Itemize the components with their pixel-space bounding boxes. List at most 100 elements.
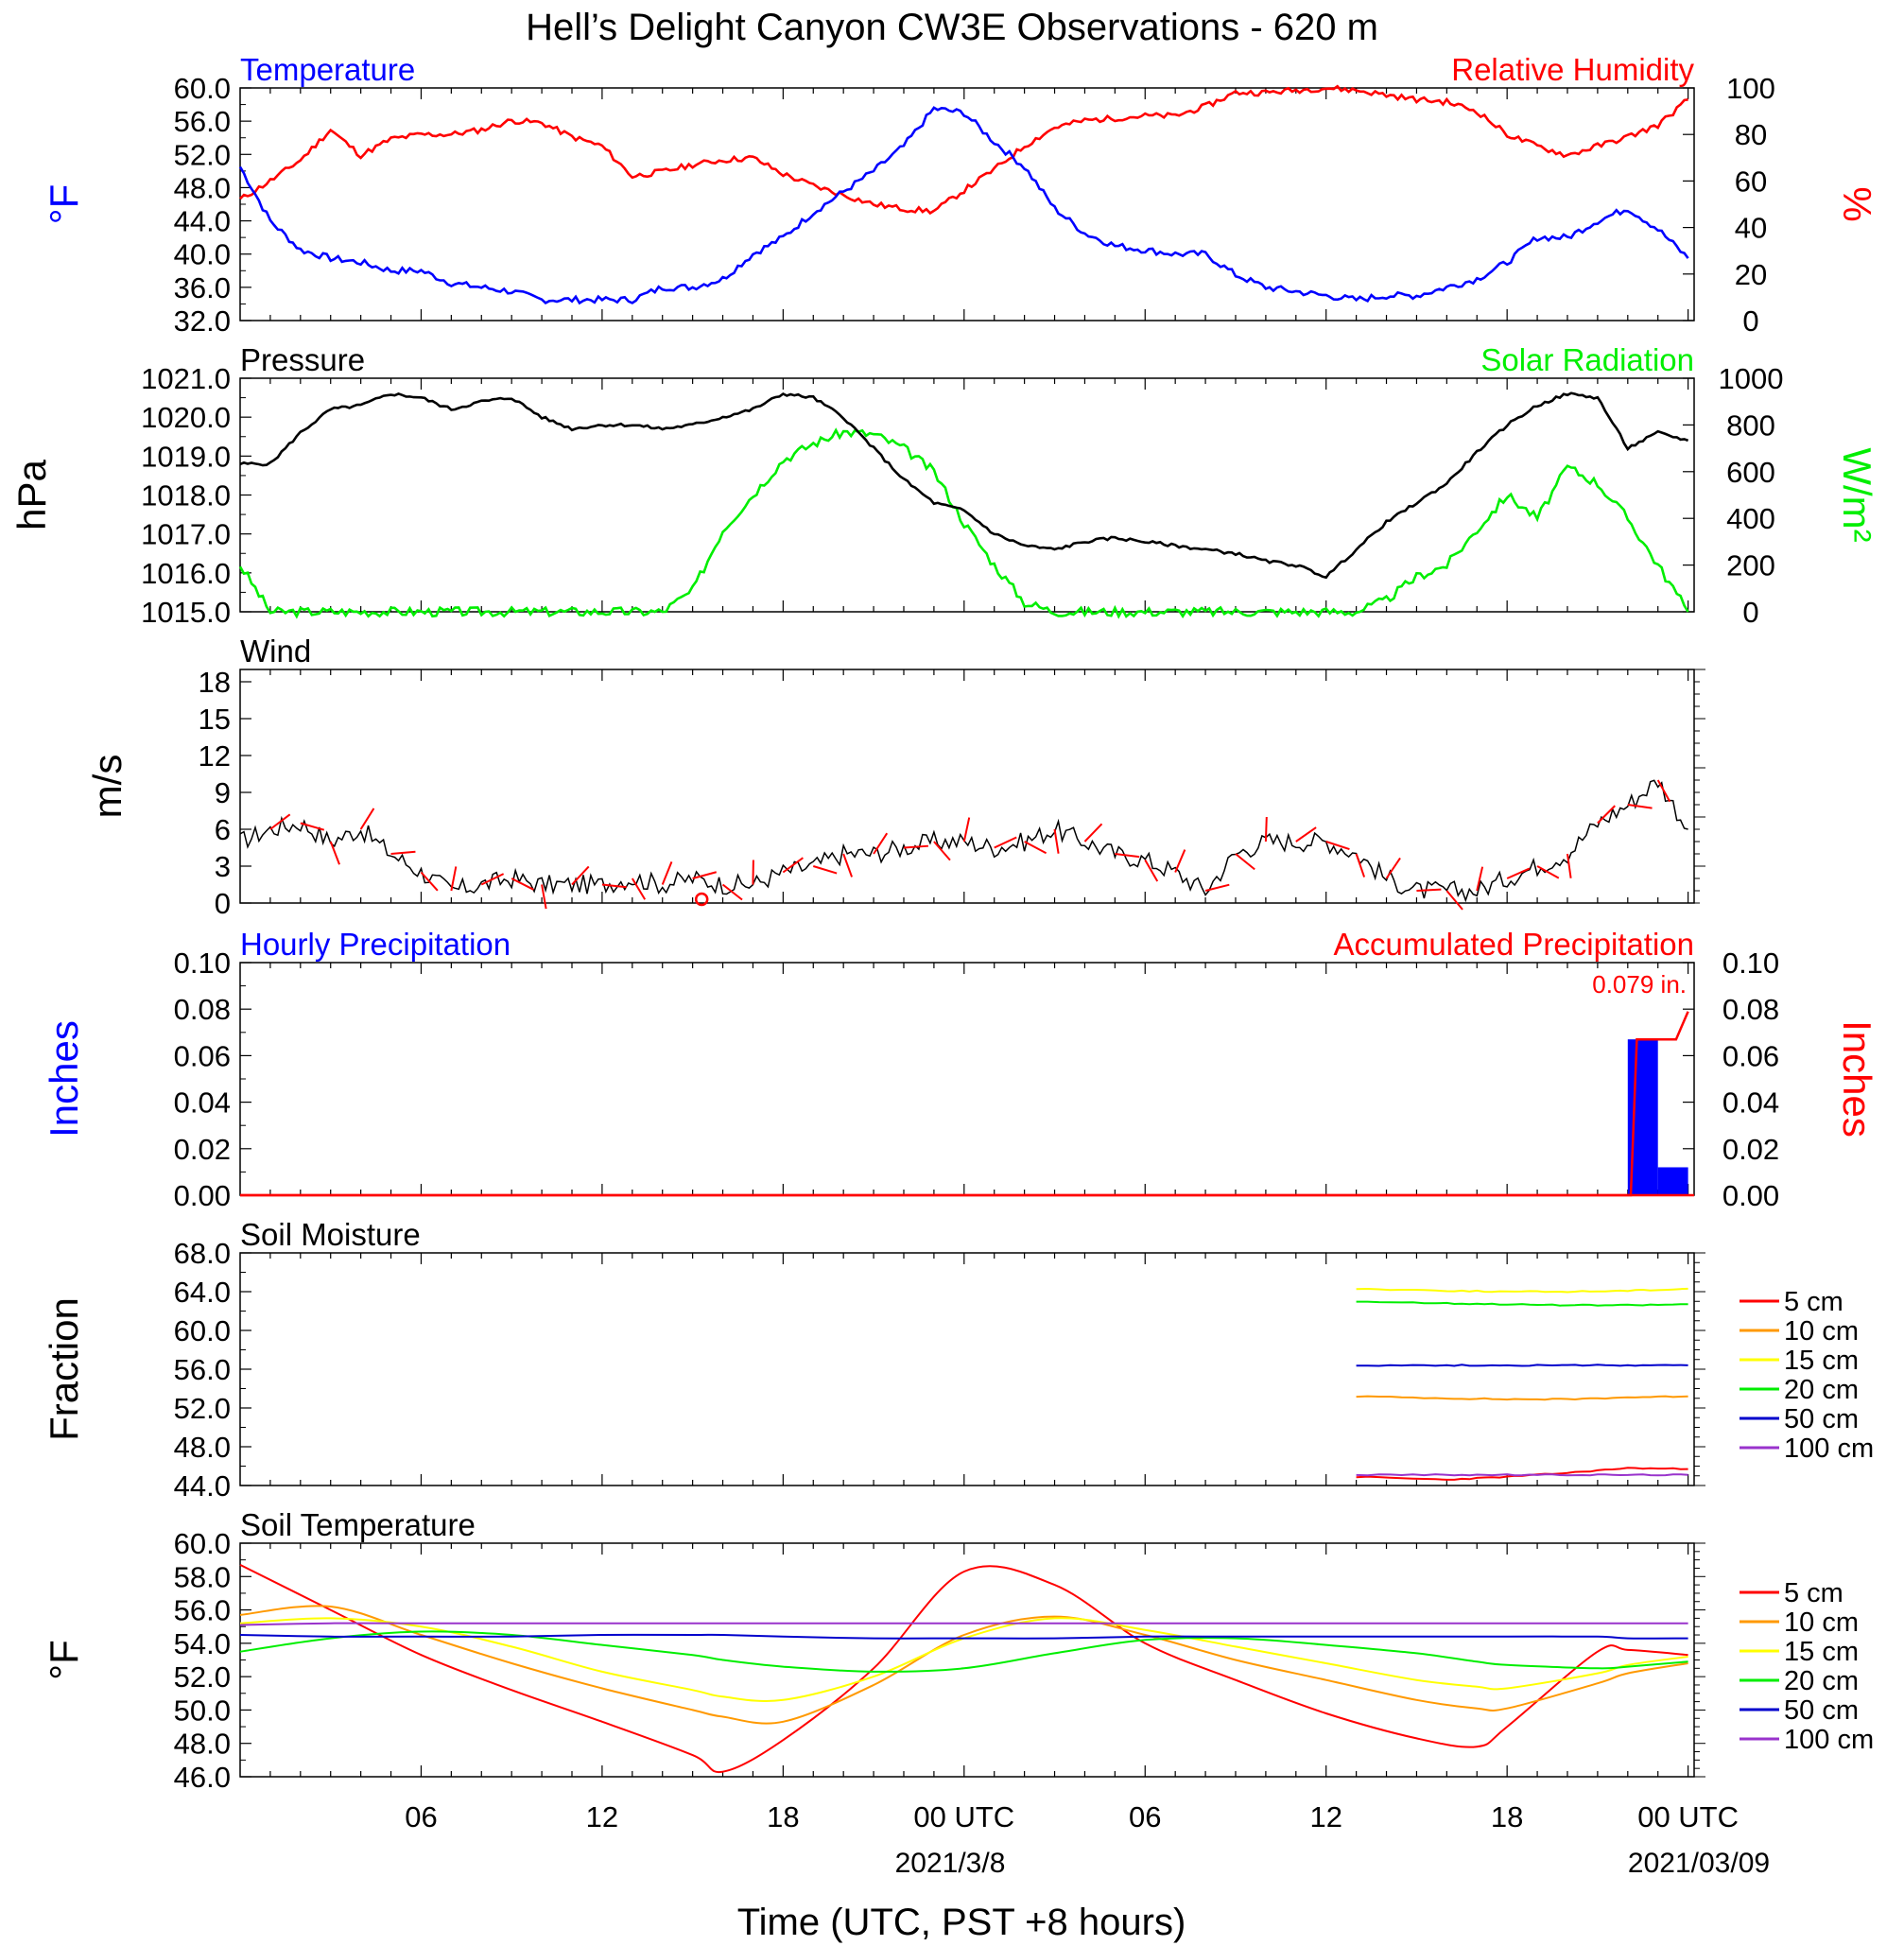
legend-label: 10 cm: [1784, 1316, 1859, 1347]
x-tick-label: 12: [1309, 1800, 1341, 1833]
y-tick-label: 54.0: [174, 1627, 231, 1660]
y-tick-label: 68.0: [174, 1237, 231, 1270]
wind-barb: [1053, 828, 1060, 854]
wind-barb: [1325, 841, 1350, 850]
y-tick-label-right: 20: [1735, 258, 1767, 291]
y-tick-label: 3: [215, 850, 231, 883]
panel-frame-1: [239, 87, 1695, 321]
legend-label: 100 cm: [1784, 1433, 1874, 1464]
y-tick-label-right: 100: [1726, 72, 1775, 105]
soil-series-line-100cm: [239, 1622, 1688, 1626]
y-tick-label: 32.0: [174, 304, 231, 338]
y-tick-label: 50.0: [174, 1694, 231, 1727]
panel-frame-4: [239, 962, 1695, 1196]
y-tick-label-right: 80: [1735, 118, 1767, 151]
soil-series-line-15cm: [1356, 1287, 1688, 1294]
legend-label: 15 cm: [1784, 1637, 1859, 1667]
wind-barb: [1083, 823, 1103, 843]
wind-barb: [812, 865, 838, 875]
panel-frame-6: [239, 1542, 1695, 1778]
panel-frame-3: [239, 669, 1695, 904]
wind-barb: [1204, 883, 1230, 892]
solar-ylabel: W/m²: [1835, 447, 1879, 542]
y-tick-label: 0.00: [174, 1179, 231, 1212]
temperature-series-line: [238, 106, 1689, 305]
y-tick-label: 1019.0: [141, 440, 231, 473]
wind-barb: [1355, 853, 1366, 877]
x-tick-label: 06: [1129, 1800, 1161, 1833]
legend-label: 100 cm: [1784, 1725, 1874, 1755]
y-tick-label-right: 400: [1726, 502, 1775, 535]
legend-label: 50 cm: [1784, 1404, 1859, 1434]
accumulated-precip-line: [240, 1011, 1689, 1197]
pressure-title: Pressure: [240, 342, 365, 377]
y-tick-label: 56.0: [174, 1353, 231, 1386]
y-tick-label: 0.04: [174, 1086, 231, 1120]
y-tick-label: 0.08: [174, 993, 231, 1026]
legend-label: 10 cm: [1784, 1607, 1859, 1638]
y-tick-label: 9: [215, 776, 231, 809]
wind-barb: [359, 808, 375, 830]
wind-barb: [1235, 853, 1255, 871]
y-tick-label-right: 600: [1726, 456, 1775, 489]
calm-wind-marker: [694, 892, 709, 907]
y-tick-label-right: 0.08: [1722, 993, 1779, 1026]
y-tick-label-right: 200: [1726, 549, 1775, 582]
y-tick-label-right: 800: [1726, 408, 1775, 442]
hourly-precip-title: Hourly Precipitation: [240, 927, 511, 962]
y-tick-label: 1020.0: [141, 401, 231, 434]
x-tick-label: 18: [767, 1800, 799, 1833]
wind-barb: [511, 877, 534, 891]
y-tick-label: 0: [215, 887, 231, 920]
wind-barb: [1024, 841, 1047, 855]
y-tick-label: 52.0: [174, 138, 231, 171]
soil-series-line-100cm: [1356, 1473, 1688, 1477]
soil-series-line-20cm: [1356, 1300, 1688, 1307]
wind-barb: [1597, 805, 1616, 825]
y-tick-label: 64.0: [174, 1276, 231, 1309]
y-tick-label: 56.0: [174, 105, 231, 138]
y-tick-label: 56.0: [174, 1594, 231, 1627]
wind-barb: [541, 884, 547, 910]
y-tick-label: 1018.0: [141, 479, 231, 513]
wind-barb: [1627, 804, 1653, 809]
soil-series-line-50cm: [239, 1633, 1688, 1640]
wind-barb: [962, 817, 971, 843]
soil-panel-ylabel: Fraction: [42, 1297, 86, 1441]
y-tick-label: 60.0: [174, 1314, 231, 1347]
y-tick-label: 46.0: [174, 1761, 231, 1794]
y-tick-label: 52.0: [174, 1392, 231, 1425]
solar-title: Solar Radiation: [1480, 342, 1694, 377]
precip-total-annotation: 0.079 in.: [1592, 970, 1687, 999]
y-tick-label: 48.0: [174, 1431, 231, 1464]
y-tick-label-right: 40: [1735, 212, 1767, 245]
wind-barb: [269, 813, 291, 830]
x-tick-label: 18: [1491, 1800, 1523, 1833]
x-tick-label: 00 UTC: [1637, 1800, 1739, 1833]
temperature-ylabel: °F: [42, 184, 86, 224]
accum-precip-title: Accumulated Precipitation: [1333, 927, 1694, 962]
rh-series-line: [239, 84, 1688, 216]
wind-ylabel: m/s: [85, 755, 130, 819]
x-tick-label: 00 UTC: [913, 1800, 1014, 1833]
y-tick-label: 18: [199, 666, 231, 699]
wind-barb: [420, 871, 439, 892]
y-tick-label-right: 0: [1742, 304, 1758, 338]
wind-barb: [1536, 865, 1560, 879]
y-tick-label: 12: [199, 739, 231, 773]
y-tick-label-right: 0.06: [1722, 1039, 1779, 1072]
hourly-precip-ylabel: Inches: [42, 1020, 86, 1138]
y-tick-label: 1015.0: [141, 596, 231, 629]
soil-panel-title: Soil Moisture: [240, 1217, 421, 1252]
y-tick-label: 58.0: [174, 1560, 231, 1593]
wind-barb: [1295, 826, 1317, 843]
y-tick-label: 15: [199, 703, 231, 736]
wind-barb: [842, 853, 854, 877]
wind-barb: [721, 883, 743, 901]
soil-series-line-10cm: [239, 1605, 1688, 1725]
wind-barb: [782, 857, 804, 874]
y-tick-label-right: 60: [1735, 165, 1767, 198]
pressure-ylabel: hPa: [9, 459, 54, 530]
y-tick-label: 48.0: [174, 1728, 231, 1761]
y-tick-label: 52.0: [174, 1660, 231, 1694]
